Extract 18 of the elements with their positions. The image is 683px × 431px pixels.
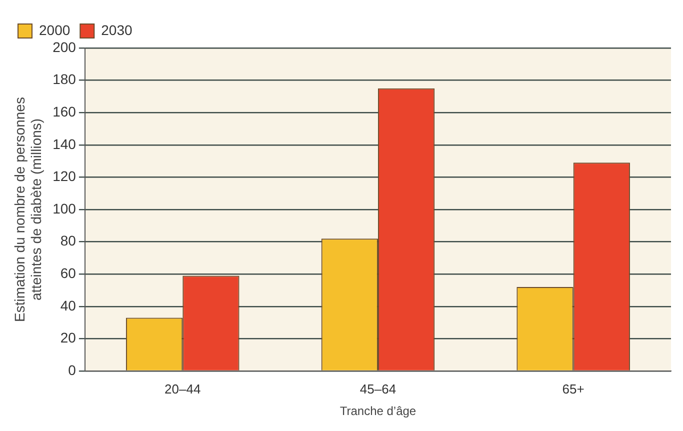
y-axis-title: Estimation du nombre de personnes atteintes de diabète (millions) [11, 97, 44, 322]
y-tick-label: 100 [52, 200, 76, 216]
y-tick-label: 40 [60, 297, 76, 314]
x-tick-label: 65+ [562, 381, 584, 396]
legend-label: 2030 [101, 22, 133, 38]
y-tick-label: 60 [60, 264, 76, 281]
y-tick-label: 160 [52, 103, 76, 120]
y-tick-label: 140 [52, 136, 76, 152]
x-tick-label: 45–64 [360, 381, 396, 396]
y-tick-label: 120 [52, 168, 76, 184]
y-tick-label: 20 [60, 330, 76, 346]
y-tick-label: 180 [52, 71, 76, 88]
x-axis-title: Tranche d’âge [340, 404, 416, 418]
y-tick-label: 200 [52, 38, 76, 55]
y-tick-label: 0 [68, 362, 76, 378]
y-tick-label: 80 [60, 232, 76, 249]
legend-label: 2000 [39, 22, 70, 38]
x-tick-label: 20–44 [164, 381, 201, 396]
